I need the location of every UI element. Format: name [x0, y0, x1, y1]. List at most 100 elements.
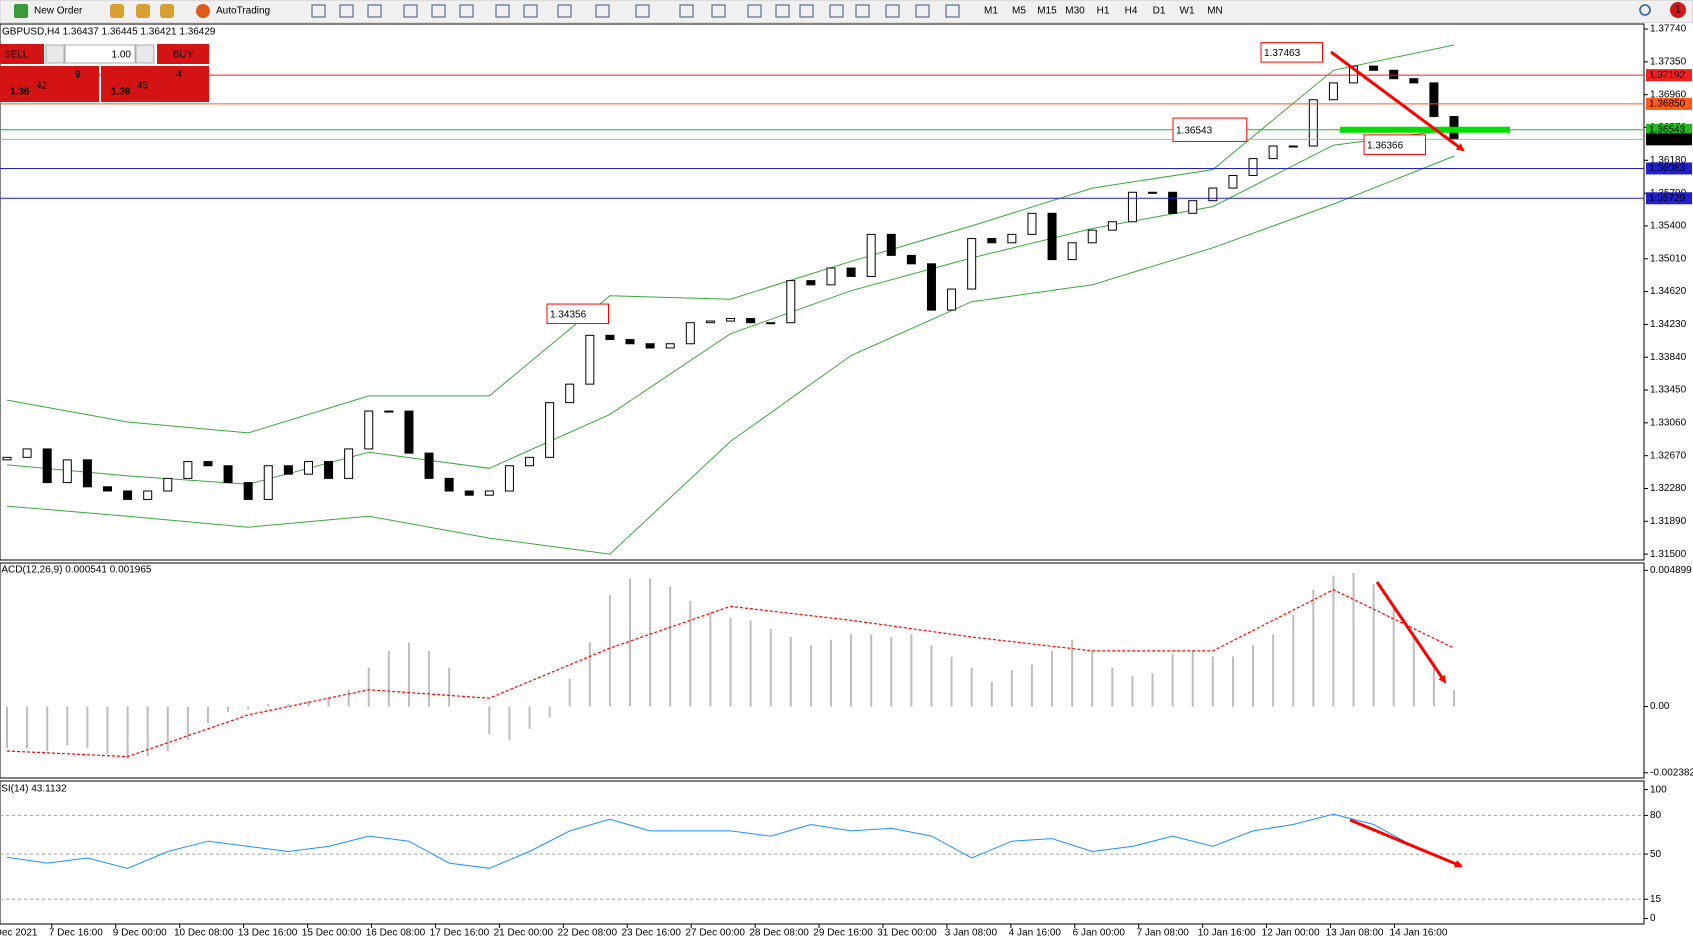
y-tick-label: 1.34620	[1650, 286, 1687, 297]
lot-up[interactable]	[135, 44, 155, 64]
timeframe-button[interactable]: W1	[1180, 6, 1195, 17]
price-annotation: 1.36543	[1176, 125, 1213, 136]
price-sup[interactable]: 9	[75, 70, 81, 81]
buy-label[interactable]: BUY	[173, 50, 194, 61]
x-tick-label: 10 Jan 16:00	[1198, 928, 1256, 939]
y-tick-label: -0.002382	[1650, 767, 1693, 778]
toolbar-icon[interactable]	[799, 4, 814, 18]
price-prefix[interactable]: 1.36	[111, 87, 131, 98]
buy-button[interactable]	[157, 44, 209, 64]
x-tick-label: 14 Jan 16:00	[1390, 928, 1448, 939]
new-order-icon[interactable]	[14, 4, 28, 18]
candle	[886, 233, 896, 256]
price-annotation-box	[1363, 134, 1426, 155]
toolbar-icon[interactable]	[945, 4, 960, 18]
search-icon[interactable]	[1639, 4, 1651, 16]
candle	[324, 461, 334, 479]
candle	[605, 334, 615, 341]
timeframe-button[interactable]: M30	[1065, 6, 1085, 17]
price-level-tag	[1646, 162, 1692, 175]
price-level-label: 1.36543	[1649, 124, 1686, 135]
candle	[585, 334, 595, 385]
price-big[interactable]: 42	[36, 81, 48, 92]
candle	[303, 461, 313, 475]
price-prefix[interactable]: 1.36	[10, 87, 30, 98]
timeframe-button[interactable]: MN	[1207, 6, 1223, 17]
x-tick-label: 4 Jan 16:00	[1009, 928, 1062, 939]
price-big[interactable]: 45	[137, 81, 149, 92]
candle	[645, 343, 655, 349]
chart-title: MACD(12,26,9) 0.000541 0.001965	[0, 565, 152, 576]
x-tick-label: 10 Dec 08:00	[174, 928, 234, 939]
x-tick-label: 12 Jan 00:00	[1262, 928, 1320, 939]
toolbar-icon[interactable]	[523, 4, 538, 18]
toolbar-icon[interactable]	[160, 4, 174, 18]
price-level-label: 1.36850	[1649, 99, 1686, 110]
lot-down[interactable]	[45, 44, 65, 64]
buy-price-box[interactable]	[101, 66, 209, 102]
toolbar-icon[interactable]	[829, 4, 844, 18]
auto-trading-button[interactable]: AutoTrading	[216, 6, 270, 17]
toolbar-icon[interactable]	[775, 4, 790, 18]
toolbar-icon[interactable]	[635, 4, 650, 18]
candle	[1127, 191, 1137, 223]
price-annotation-box	[1172, 117, 1248, 142]
timeframe-button[interactable]: H4	[1125, 6, 1138, 17]
candle	[1369, 65, 1379, 71]
candle	[1188, 200, 1198, 214]
candle	[243, 482, 253, 500]
sell-button[interactable]	[0, 44, 44, 64]
lot-value[interactable]: 1.00	[112, 50, 132, 61]
y-tick-label: 1.31890	[1650, 516, 1687, 527]
auto-trading-icon[interactable]	[196, 4, 210, 18]
toolbar-icon[interactable]	[367, 4, 382, 18]
candle	[1228, 174, 1238, 189]
toolbar-icon[interactable]	[595, 4, 610, 18]
pane-frame	[0, 562, 1645, 779]
new-order-button[interactable]: New Order	[34, 6, 83, 17]
toolbar-icon[interactable]	[711, 4, 726, 18]
toolbar-icon[interactable]	[885, 4, 900, 18]
toolbar-icon[interactable]	[339, 4, 354, 18]
price-annotation: 1.34356	[550, 309, 587, 320]
y-tick-label: 1.37350	[1650, 57, 1687, 68]
toolbar-icon[interactable]	[110, 4, 124, 18]
candle	[1389, 69, 1399, 80]
notification-count[interactable]: 1	[1675, 5, 1681, 16]
x-tick-label: 7 Jan 08:00	[1137, 928, 1190, 939]
candle	[1308, 99, 1318, 147]
toolbar-icon[interactable]	[311, 4, 326, 18]
toolbar-icon[interactable]	[557, 4, 572, 18]
toolbar-icon[interactable]	[679, 4, 694, 18]
candle	[1067, 242, 1077, 261]
price-level-label: 1.36429	[1649, 134, 1686, 145]
timeframe-button[interactable]: H1	[1097, 6, 1110, 17]
toolbar-icon[interactable]	[431, 4, 446, 18]
timeframe-button[interactable]: M1	[984, 6, 998, 17]
toolbar-icon[interactable]	[855, 4, 870, 18]
price-level-tag	[1646, 192, 1692, 205]
sell-label[interactable]: SELL	[4, 50, 29, 61]
candle	[1288, 145, 1298, 148]
y-tick-label: 15	[1650, 894, 1662, 905]
y-tick-label: 1.37740	[1650, 24, 1687, 35]
notification-badge[interactable]	[1670, 2, 1686, 18]
price-sup[interactable]: 4	[176, 70, 182, 81]
toolbar-icon[interactable]	[403, 4, 418, 18]
timeframe-button[interactable]: M5	[1012, 6, 1026, 17]
toolbar-icon[interactable]	[136, 4, 150, 18]
timeframe-button[interactable]: D1	[1153, 6, 1166, 17]
candle	[364, 410, 374, 450]
lot-input[interactable]	[64, 44, 136, 64]
price-annotation-box	[1260, 42, 1323, 63]
candle	[826, 267, 836, 286]
toolbar-icon[interactable]	[459, 4, 474, 18]
toolbar-icon[interactable]	[747, 4, 762, 18]
candle	[22, 448, 32, 458]
toolbar-icon[interactable]	[915, 4, 930, 18]
sell-price-box[interactable]	[0, 66, 99, 102]
toolbar-icon[interactable]	[495, 4, 510, 18]
timeframe-button[interactable]: M15	[1037, 6, 1057, 17]
candle	[926, 263, 936, 311]
